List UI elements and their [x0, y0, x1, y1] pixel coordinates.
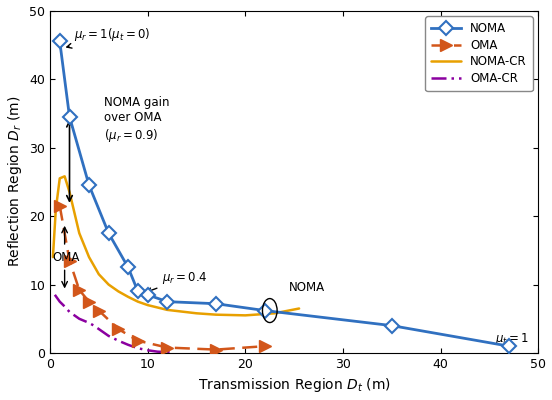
OMA-CR: [56, 299, 63, 304]
NOMA: [213, 301, 219, 306]
Line: OMA: OMA: [54, 200, 270, 355]
OMA-CR: [71, 313, 78, 318]
NOMA: [86, 183, 92, 188]
NOMA-CR: [71, 210, 78, 215]
OMA: [56, 203, 63, 208]
OMA-CR: [115, 338, 121, 343]
OMA-CR: [154, 349, 161, 354]
NOMA-CR: [135, 299, 141, 304]
NOMA-CR: [115, 289, 121, 294]
OMA: [213, 347, 219, 352]
Legend: NOMA, OMA, NOMA-CR, OMA-CR: NOMA, OMA, NOMA-CR, OMA-CR: [425, 16, 533, 91]
NOMA-CR: [86, 255, 92, 260]
NOMA-CR: [50, 255, 56, 260]
NOMA-CR: [105, 282, 112, 287]
NOMA-CR: [52, 207, 59, 212]
OMA-CR: [95, 327, 102, 332]
OMA-CR: [125, 342, 131, 347]
NOMA-CR: [213, 312, 219, 317]
OMA-CR: [51, 292, 58, 297]
NOMA: [125, 265, 131, 270]
NOMA-CR: [193, 311, 200, 316]
NOMA: [262, 308, 268, 313]
NOMA: [105, 231, 112, 236]
OMA-CR: [61, 304, 68, 309]
OMA-CR: [105, 334, 112, 338]
OMA: [115, 327, 121, 332]
Text: OMA: OMA: [52, 251, 79, 264]
OMA-CR: [91, 323, 97, 328]
OMA: [86, 299, 92, 304]
OMA: [164, 345, 171, 350]
OMA-CR: [81, 318, 87, 323]
OMA: [95, 308, 102, 313]
NOMA-CR: [66, 190, 73, 194]
OMA-CR: [145, 348, 151, 353]
NOMA-CR: [56, 176, 63, 181]
NOMA: [56, 39, 63, 44]
NOMA-CR: [164, 308, 171, 312]
OMA-CR: [76, 316, 83, 321]
NOMA-CR: [125, 294, 131, 299]
OMA-CR: [169, 350, 176, 355]
NOMA: [506, 344, 512, 348]
Line: NOMA-CR: NOMA-CR: [53, 176, 299, 315]
OMA-CR: [135, 346, 141, 351]
Text: $\mu_r=1(\mu_t=0)$: $\mu_r=1(\mu_t=0)$: [67, 26, 151, 48]
NOMA-CR: [242, 313, 248, 318]
OMA: [66, 258, 73, 263]
NOMA-CR: [296, 306, 302, 311]
OMA-CR: [100, 330, 107, 335]
NOMA-CR: [145, 303, 151, 308]
OMA: [76, 288, 83, 292]
NOMA-CR: [95, 272, 102, 277]
NOMA-CR: [76, 231, 83, 236]
Text: $\mu_r=0.4$: $\mu_r=0.4$: [147, 270, 208, 292]
X-axis label: Transmission Region $D_t$ (m): Transmission Region $D_t$ (m): [198, 376, 391, 394]
Line: OMA-CR: OMA-CR: [55, 295, 172, 352]
Y-axis label: Reflection Region $D_r$ (m): Reflection Region $D_r$ (m): [6, 96, 24, 267]
OMA: [135, 338, 141, 343]
NOMA: [66, 114, 73, 119]
Text: NOMA gain
over OMA
($\mu_r=0.9$): NOMA gain over OMA ($\mu_r=0.9$): [104, 96, 169, 144]
NOMA: [389, 323, 395, 328]
Text: NOMA: NOMA: [289, 282, 326, 294]
NOMA: [135, 289, 141, 294]
NOMA: [145, 292, 151, 297]
Text: $\mu_t=1$: $\mu_t=1$: [495, 331, 529, 347]
OMA-CR: [66, 310, 73, 314]
NOMA-CR: [61, 174, 68, 179]
OMA-CR: [86, 320, 92, 325]
Line: NOMA: NOMA: [55, 36, 514, 351]
NOMA: [164, 299, 171, 304]
NOMA-CR: [272, 311, 278, 316]
OMA: [262, 344, 268, 348]
